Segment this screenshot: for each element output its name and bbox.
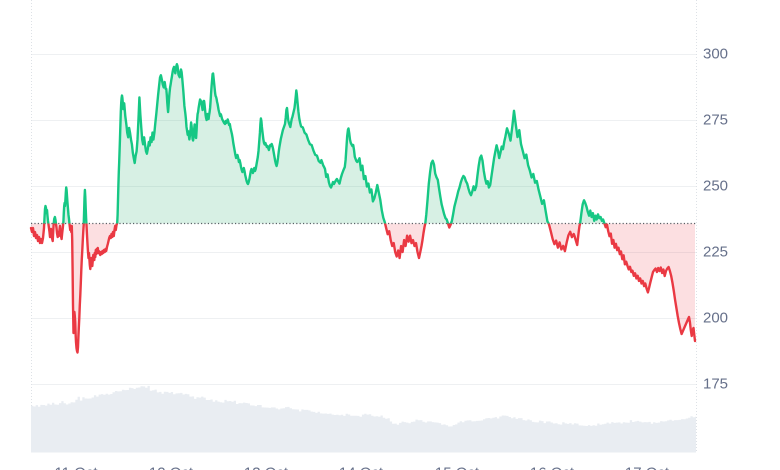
svg-text:12 Oct: 12 Oct	[149, 464, 194, 470]
svg-text:13 Oct: 13 Oct	[244, 464, 289, 470]
svg-text:16 Oct: 16 Oct	[530, 464, 575, 470]
svg-text:15 Oct: 15 Oct	[435, 464, 480, 470]
svg-text:200: 200	[703, 310, 728, 327]
svg-text:17 Oct: 17 Oct	[625, 464, 670, 470]
svg-text:225: 225	[703, 244, 728, 261]
svg-text:175: 175	[703, 376, 728, 393]
svg-text:275: 275	[703, 112, 728, 129]
svg-text:14 Oct: 14 Oct	[339, 464, 384, 470]
svg-text:300: 300	[703, 46, 728, 63]
svg-text:250: 250	[703, 178, 728, 195]
svg-text:11 Oct: 11 Oct	[54, 464, 98, 470]
